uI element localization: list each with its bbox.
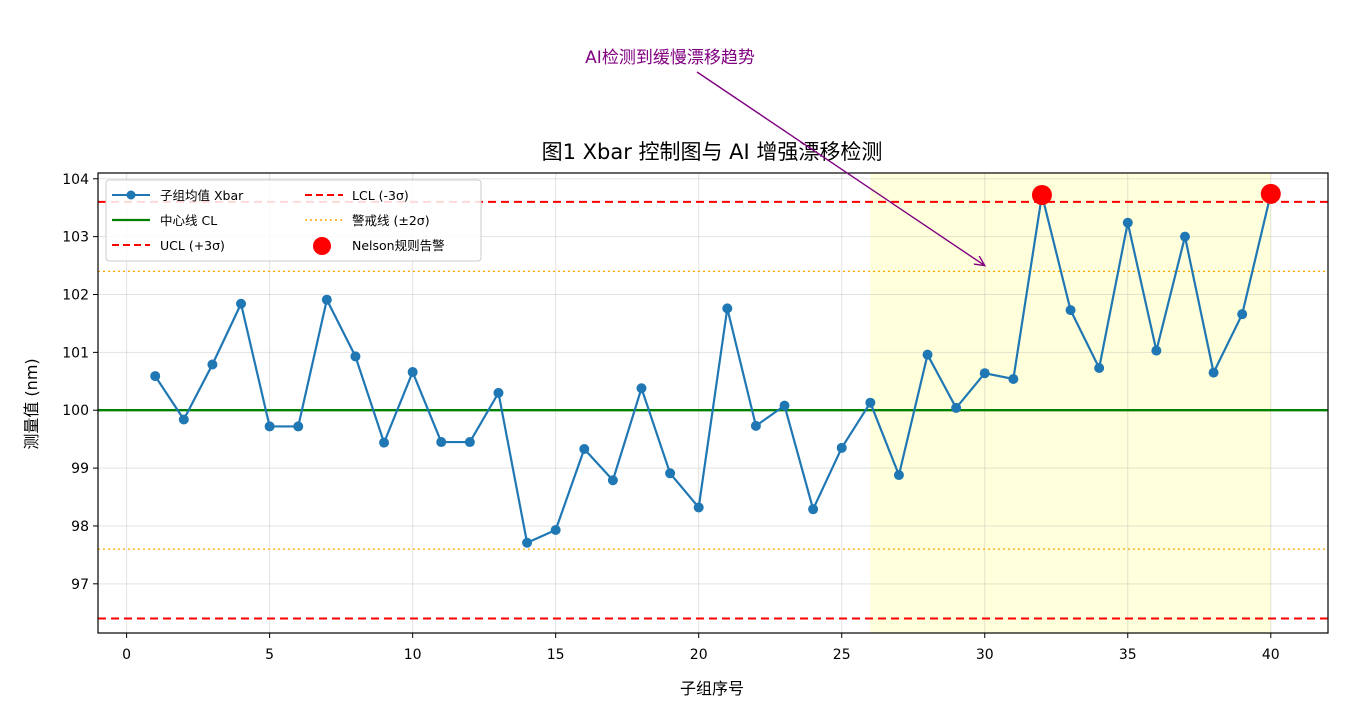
x-tick-label: 30	[976, 647, 994, 663]
xbar-point	[1065, 305, 1076, 316]
legend-swatch-xbar-marker	[126, 190, 136, 200]
x-tick-label: 0	[122, 647, 131, 663]
xbar-point	[979, 368, 990, 379]
xbar-point	[264, 421, 275, 432]
xbar-point	[207, 359, 218, 370]
xbar-point	[808, 504, 819, 515]
nelson-alert-point	[1260, 183, 1281, 204]
xbar-point	[1151, 345, 1162, 356]
xbar-point	[750, 420, 761, 431]
xbar-point	[321, 294, 332, 305]
annotation-arrowhead	[973, 255, 987, 267]
xbar-point	[493, 387, 504, 398]
xbar-point	[178, 414, 189, 425]
y-tick-label: 100	[62, 403, 89, 419]
xbar-point	[1008, 373, 1019, 384]
y-tick-label: 98	[71, 519, 89, 535]
xbar-point	[150, 371, 161, 382]
xbar-point	[1208, 367, 1219, 378]
xbar-point	[607, 475, 618, 486]
xbar-point	[236, 298, 247, 309]
y-tick-label: 99	[71, 461, 89, 477]
xbar-point	[865, 397, 876, 408]
xbar-point	[665, 468, 676, 479]
xbar-point	[1237, 309, 1248, 320]
legend-label-xbar: 子组均值 Xbar	[160, 188, 244, 203]
legend-label-cl: 中心线 CL	[160, 213, 217, 228]
x-tick-label: 5	[265, 647, 274, 663]
xbar-point	[836, 442, 847, 453]
annotation-arrow	[696, 71, 986, 267]
y-tick-label: 103	[62, 230, 89, 246]
chart-title: 图1 Xbar 控制图与 AI 增强漂移检测	[542, 140, 883, 164]
legend-box	[105, 179, 482, 262]
legend-label-alert: Nelson规则告警	[352, 238, 445, 253]
xbar-point	[464, 437, 475, 448]
nelson-alert-point	[1031, 184, 1052, 205]
x-tick-label: 15	[547, 647, 565, 663]
drift-region	[870, 173, 1271, 633]
y-tick-label: 101	[62, 345, 89, 361]
x-tick-label: 35	[1119, 647, 1137, 663]
xbar-point	[922, 349, 933, 360]
xbar-point	[350, 351, 361, 362]
y-axis-label: 测量值 (nm)	[22, 358, 41, 449]
xbar-point	[522, 537, 533, 548]
x-tick-label: 20	[690, 647, 708, 663]
xbar-point	[636, 383, 647, 394]
x-axis-label: 子组序号	[680, 679, 744, 698]
xbar-point	[407, 367, 418, 378]
xbar-point	[779, 400, 790, 411]
x-tick-label: 10	[404, 647, 422, 663]
legend-label-lcl: LCL (-3σ)	[352, 188, 409, 203]
x-tick-label: 25	[833, 647, 851, 663]
xbar-point	[436, 437, 447, 448]
xbar-series-line	[154, 193, 1272, 544]
xbar-point	[893, 470, 904, 481]
xbar-point	[379, 437, 390, 448]
xbar-point	[1094, 362, 1105, 373]
legend-swatch-alert	[313, 237, 331, 255]
xbar-point	[693, 502, 704, 513]
legend-label-warn: 警戒线 (±2σ)	[352, 213, 430, 228]
xbar-point	[550, 525, 561, 536]
xbar-point	[1179, 231, 1190, 242]
xbar-point	[1122, 217, 1133, 228]
plot-frame	[97, 172, 1329, 634]
xbar-point	[579, 444, 590, 454]
y-tick-label: 104	[62, 172, 89, 188]
y-tick-label: 97	[71, 577, 89, 593]
x-tick-label: 40	[1262, 647, 1280, 663]
xbar-point	[951, 402, 962, 413]
xbar-point	[293, 421, 304, 432]
legend: 子组均值 Xbar 中心线 CL UCL (+3σ) LCL (-3σ) 警戒线…	[105, 179, 482, 262]
annotation-text: AI检测到缓慢漂移趋势	[585, 47, 755, 68]
xbar-point	[722, 303, 733, 314]
legend-label-ucl: UCL (+3σ)	[160, 238, 225, 253]
y-tick-label: 102	[62, 288, 89, 304]
